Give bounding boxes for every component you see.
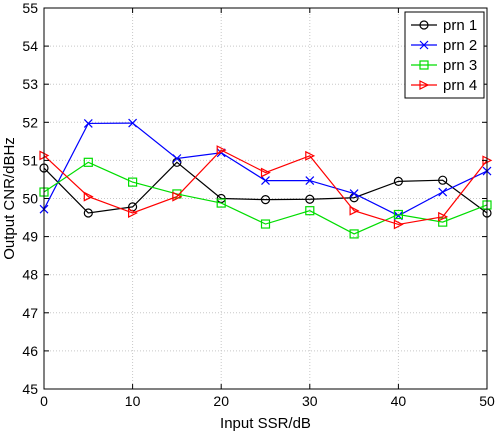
legend-label: prn 4 — [443, 77, 477, 94]
data-point — [305, 194, 315, 204]
data-point — [349, 189, 359, 198]
series-line — [43, 161, 488, 235]
data-point — [349, 229, 359, 239]
y-tick-label: 49 — [22, 229, 38, 245]
y-tick-label: 51 — [22, 152, 38, 168]
data-point — [349, 205, 360, 216]
data-point — [83, 208, 93, 218]
data-point — [260, 219, 271, 229]
y-tick-label: 47 — [22, 305, 38, 321]
x-tick-label: 50 — [479, 393, 495, 409]
data-point — [128, 177, 138, 187]
data-point — [172, 154, 182, 163]
x-tick-label: 40 — [391, 393, 407, 409]
series-line — [43, 161, 488, 214]
data-point — [438, 211, 449, 222]
y-tick-label: 52 — [22, 114, 38, 130]
data-point — [83, 191, 94, 202]
data-point — [128, 118, 138, 128]
x-tick-label: 0 — [40, 393, 48, 409]
data-point — [393, 176, 403, 186]
data-point — [216, 198, 226, 208]
y-tick-label: 48 — [22, 267, 38, 283]
data-point — [261, 176, 270, 186]
data-point — [438, 187, 448, 197]
y-axis-label: Output CNR/dBHz — [1, 137, 18, 260]
y-tick-label: 55 — [22, 0, 38, 16]
y-tick-label: 45 — [22, 381, 38, 397]
data-point — [393, 209, 403, 220]
data-point — [305, 150, 316, 161]
data-point — [260, 167, 271, 178]
legend-label: prn 1 — [443, 17, 477, 34]
legend-marker — [419, 60, 429, 70]
data-point — [305, 176, 315, 186]
legend-box — [404, 11, 485, 99]
data-point — [83, 119, 93, 128]
legend-item: prn 4 — [411, 77, 477, 94]
x-tick-label: 30 — [302, 393, 318, 409]
legend-marker — [419, 80, 430, 90]
axis-ticks: 0 10 20 30 40 50 45 46 47 48 49 50 51 52 53 54 55 — [22, 0, 495, 409]
data-point — [83, 157, 93, 167]
y-tick-label: 54 — [22, 38, 38, 54]
data-point — [172, 191, 183, 202]
legend-marker — [419, 20, 429, 30]
data-point — [305, 206, 315, 216]
legend-label: prn 2 — [443, 37, 477, 54]
legend-label: prn 3 — [443, 57, 477, 74]
y-tick-label: 46 — [22, 343, 38, 359]
legend-item: prn 3 — [411, 57, 477, 74]
legend-item: prn 1 — [411, 17, 477, 34]
data-point — [128, 208, 138, 218]
data-point — [216, 145, 227, 156]
series-line — [43, 149, 488, 226]
legend-item: prn 2 — [411, 37, 477, 54]
x-axis-label: Input SSR/dB — [220, 415, 311, 432]
x-tick-label: 10 — [125, 393, 141, 409]
legend-marker — [419, 40, 429, 50]
data-point — [260, 195, 271, 205]
y-tick-label: 50 — [22, 191, 38, 207]
x-tick-label: 20 — [213, 393, 229, 409]
y-tick-label: 53 — [22, 76, 38, 92]
legend: prn 1 prn 2 prn 3 prn 4 — [404, 11, 485, 99]
data-point — [393, 219, 404, 230]
data-point — [438, 175, 448, 185]
